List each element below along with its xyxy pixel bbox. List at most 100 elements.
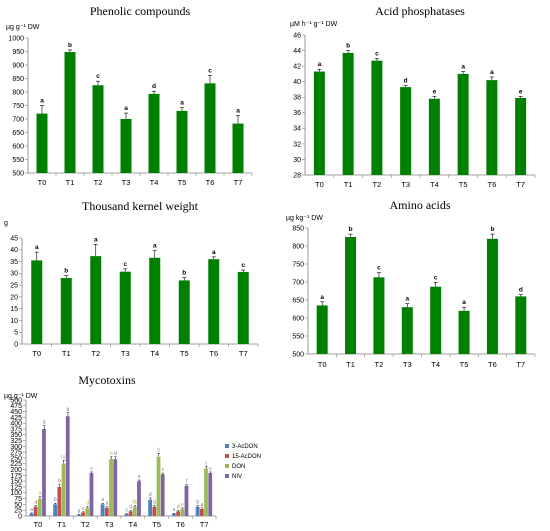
significance-letter: c (90, 466, 93, 472)
significance-letter: e (181, 502, 184, 508)
y-tick-label: 150 (10, 479, 22, 486)
bar (401, 307, 413, 354)
y-tick-label: 350 (10, 432, 22, 439)
y-tick-label: 275 (10, 450, 22, 457)
y-tick-label: 45 (10, 235, 18, 242)
y-tick-label: 175 (10, 473, 22, 480)
legend-label: 15-AcDON (232, 454, 261, 460)
legend-label: 3-AcDON (232, 444, 258, 450)
significance-letter: c (375, 50, 379, 57)
y-tick-label: 44 (293, 48, 301, 55)
significance-letter: b (490, 226, 494, 233)
chart-panel-1: Phenolic compounds µg g⁻¹ DW 500 550 600 650 7… (6, 4, 253, 187)
y-tick-label: 250 (10, 455, 22, 462)
x-tick-label: T5 (180, 349, 189, 358)
y-tick-label: 375 (10, 426, 22, 433)
bar-15-acdon (104, 507, 109, 516)
bar-3-acdon (29, 513, 34, 516)
significance-letter: c (434, 274, 438, 281)
significance-letter: b (110, 451, 113, 457)
x-tick-label: T2 (94, 178, 103, 187)
significance-letter: d (519, 287, 523, 294)
significance-letter: c (96, 73, 100, 80)
x-tick-label: T1 (57, 520, 66, 529)
bar (371, 60, 383, 175)
significance-letter: b (67, 407, 70, 413)
significance-letter: d (149, 492, 152, 498)
x-tick-label: T1 (346, 360, 355, 369)
significance-letter: b (64, 268, 68, 275)
y-tick-label: 325 (10, 438, 22, 445)
significance-letter: b (196, 500, 199, 506)
bar (430, 286, 442, 354)
y-tick-label: 125 (10, 484, 22, 491)
bar (148, 93, 160, 173)
significance-letter: b (157, 447, 160, 453)
legend-swatch (225, 444, 229, 448)
bar-don (109, 459, 113, 516)
bar (486, 238, 498, 354)
x-tick-label: T0 (315, 180, 324, 189)
bar-don (180, 509, 185, 516)
y-tick-label: 5 (14, 330, 18, 337)
x-tick-label: T3 (122, 178, 131, 187)
chart-title: Acid phosphatases (375, 4, 465, 18)
bar (316, 305, 328, 354)
bar (36, 113, 48, 173)
y-tick-label: 550 (12, 157, 24, 164)
chart-panel-5: Mycotoxins µg g⁻¹ DW 025507510012515017520… (4, 373, 261, 529)
bar-niv (89, 473, 94, 516)
bar-3-acdon (76, 514, 81, 516)
significance-letter: a (236, 107, 240, 114)
chart-title: Thousand kernel weight (82, 199, 199, 213)
y-tick-label: 850 (292, 225, 304, 232)
y-tick-label: 500 (12, 170, 24, 177)
y-axis-unit-label: µg g⁻¹ DW (6, 24, 40, 31)
significance-letter: b (54, 497, 57, 503)
significance-letter: b (349, 226, 353, 233)
bar-3-acdon (195, 506, 200, 516)
x-tick-label: T3 (105, 520, 114, 529)
y-tick-label: 200 (10, 467, 22, 474)
significance-letter: a (101, 497, 104, 503)
chart-title: Mycotoxins (78, 373, 136, 387)
significance-letter: a (461, 64, 465, 71)
significance-letter: a (39, 491, 42, 497)
bar (515, 98, 527, 175)
bar-don (61, 463, 66, 516)
x-tick-label: T2 (91, 349, 100, 358)
bar-15-acdon (152, 506, 157, 516)
significance-letter: a (320, 294, 324, 301)
bar-niv (208, 473, 213, 516)
significance-letter: c (208, 67, 212, 74)
significance-letter: d (86, 501, 89, 507)
y-tick-label: 100 (10, 490, 22, 497)
significance-letter: c (205, 460, 208, 466)
y-tick-label: 800 (12, 89, 24, 96)
significance-letter: b (68, 42, 72, 49)
y-axis-unit-label: µg kg⁻¹ DW (286, 215, 323, 222)
y-tick-label: 600 (292, 315, 304, 322)
significance-letter: a (490, 69, 494, 76)
y-tick-label: 0 (18, 513, 22, 520)
x-tick-label: T0 (33, 520, 42, 529)
x-tick-label: T4 (128, 520, 137, 529)
significance-letter: d (152, 83, 156, 90)
bar (232, 123, 244, 173)
bar (90, 256, 102, 344)
y-tick-label: 30 (10, 271, 18, 278)
y-tick-label: 500 (292, 351, 304, 358)
y-tick-label: 46 (293, 32, 301, 39)
bar-niv (160, 474, 165, 516)
y-tick-label: 25 (10, 283, 18, 290)
bar (64, 52, 76, 173)
y-tick-label: 225 (10, 461, 22, 468)
x-tick-label: T0 (318, 360, 327, 369)
significance-letter: c (123, 261, 127, 268)
y-tick-label: 25 (14, 508, 22, 515)
x-tick-label: T4 (431, 360, 440, 369)
y-tick-label: 650 (12, 130, 24, 137)
bar-15-acdon (128, 511, 133, 516)
x-tick-label: T0 (32, 349, 41, 358)
significance-letter: a (462, 299, 466, 306)
